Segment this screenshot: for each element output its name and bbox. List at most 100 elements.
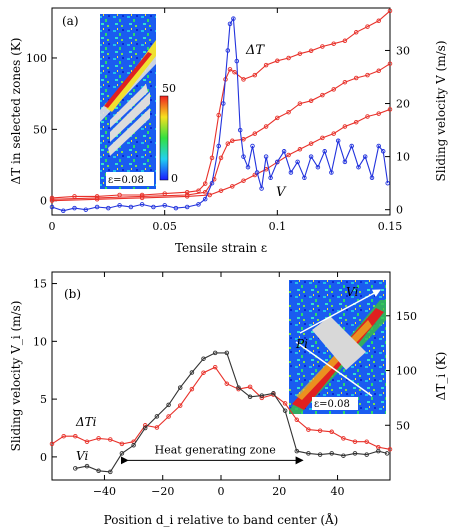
panel-b-series-0-point	[154, 425, 160, 430]
panel-a-dT-annotation: ΔT	[245, 43, 265, 58]
panel-a-ytick-left-label: 50	[33, 123, 47, 136]
panel-a-series-0-point	[263, 62, 269, 68]
panel-b-series-1-point	[177, 385, 183, 390]
panel-a-series-3-point	[259, 186, 264, 191]
panel-a-series-1-point	[218, 155, 224, 161]
panel-a-series-3-point	[196, 202, 201, 207]
panel-a-series-3-point	[128, 204, 134, 210]
panel-b-series-1-point	[189, 370, 195, 375]
panel-b-ytick-right-label: 100	[396, 365, 417, 378]
panel-a-series-3-point	[362, 154, 368, 159]
panel-a-series-3-point	[356, 164, 361, 170]
panel-a-series-3-point	[106, 205, 111, 211]
panel-a-series-3-point	[295, 159, 300, 165]
panel-a-ytick-left-label: 0	[40, 195, 47, 208]
panel-a-series-0-point	[196, 188, 201, 193]
panel-a-series-2-point	[94, 197, 100, 202]
panel-a-series-3-point	[162, 203, 167, 208]
panel-b-series-1-point	[259, 393, 265, 398]
panel-a-label: (a)	[62, 14, 79, 28]
panel-b-series-1-point	[317, 452, 323, 457]
panel-a-series-3-point	[209, 180, 215, 186]
panel-a-series-3-point	[139, 202, 145, 207]
panel-a-series-1-point	[225, 141, 231, 146]
panel-a-series-0-point	[387, 8, 393, 14]
panel-b-xlabel: Position d_i relative to band center (Å)	[104, 512, 339, 527]
panel-a-series-3-point	[250, 143, 255, 149]
panel-b-series-1-point	[236, 385, 241, 390]
panel-a-series-0-point	[216, 112, 221, 118]
panel-a-series-2-point	[297, 147, 303, 152]
panel-a-series-3-point	[234, 58, 240, 64]
panel-a-series-0-point	[331, 41, 336, 46]
panel-a-series-2-point	[139, 195, 145, 201]
panel-b-series-0-point	[73, 433, 78, 439]
panel-b-label: (b)	[64, 287, 81, 301]
panel-a-xtick-label: 0.1	[269, 220, 287, 233]
panel-a-series-2-point	[331, 131, 336, 136]
panel-a-series-3-point	[376, 143, 381, 149]
panel-a-series-0-point	[252, 72, 258, 78]
panel-b-series-1-point	[224, 350, 230, 356]
panel-a-xtick-label: 0.15	[378, 220, 403, 233]
panel-b-series-0-point	[177, 403, 183, 408]
panel-a-series-3-point	[268, 175, 273, 181]
panel-a-series-1-point	[252, 131, 258, 136]
panel-b: −40 −20 0 20 40 0 5 10 15 50 100 150 (b) Vi Pi ε=0.…	[9, 271, 448, 527]
panel-a-series-3-point	[184, 204, 190, 210]
panel-a-series-3-point	[202, 196, 208, 202]
panel-a-inset-label: ε=0.08	[108, 175, 144, 186]
panel-a-inset-label-box	[106, 172, 154, 186]
panel-a-series-3-point	[281, 149, 287, 154]
panel-b-xtick-label: 40	[331, 485, 345, 498]
panel-a-series-3-point	[216, 143, 221, 149]
panel-a-series-1-line	[51, 63, 391, 200]
panel-a-series-0-point	[202, 181, 208, 186]
panel-a-ytick-right-label: 20	[396, 98, 410, 111]
panel-b-series-1-point	[142, 425, 148, 431]
panel-a-series-2-point	[342, 124, 348, 129]
panel-a-series-2-point	[376, 111, 381, 116]
panel-b-series-1-point	[364, 452, 369, 457]
panel-b-ytick-right-label: 50	[396, 419, 410, 432]
panel-b-inset-velocity-arrow	[299, 289, 381, 334]
panel-a-series-3-point	[315, 164, 321, 170]
panel-b-xtick-label: −40	[93, 485, 116, 498]
panel-b-series-1-point	[108, 469, 113, 475]
panel-a-series-3-point	[151, 204, 156, 210]
panel-a-series-1-point	[308, 98, 314, 104]
panel-a-series-1-point	[320, 92, 325, 98]
panel-a-series-3-point	[329, 170, 334, 175]
panel-a-series-3-point	[225, 48, 231, 53]
panel-a-colorbar	[159, 95, 169, 181]
panel-a-series-1-point	[353, 75, 359, 81]
panel-a-ylabel-left: ΔT in selected zones (K)	[9, 38, 23, 185]
panel-a-series-3-point	[254, 170, 260, 175]
panel-b-series-1-point	[294, 448, 300, 454]
panel-a-series-3-point	[61, 208, 66, 214]
panel-a-series-2-point	[353, 119, 359, 125]
panel-b-series-1-point	[201, 356, 206, 361]
panel-a-series-2-point	[207, 192, 212, 198]
panel-b-inset-slab	[312, 316, 366, 370]
panel-b-series-1-point	[306, 451, 311, 456]
panel-a-series-0-point	[308, 48, 314, 54]
panel-b-series-0-point	[247, 384, 253, 390]
panel-b-series-0-point	[329, 429, 334, 435]
panel-a-series-0-point	[320, 44, 325, 49]
panel-b-series-0-point	[166, 414, 171, 419]
panel-b-ytick-left-label: 15	[33, 278, 47, 291]
panel-a-series-3-point	[227, 21, 233, 27]
panel-b-series-0-point	[317, 428, 323, 433]
panel-a-ticks: 0 0.05 0.1 0.15 0 50 100 0 10 20 30	[26, 8, 410, 233]
panel-a-series-2-point	[308, 141, 314, 146]
panel-a-series-3-point	[342, 159, 348, 165]
panel-a-series-3-point	[308, 154, 314, 159]
panel-a-series-2-point	[365, 114, 370, 119]
panel-a-series-2-point	[320, 135, 325, 141]
panel-a-series-3-point	[369, 175, 375, 181]
panel-a-series-3-point	[380, 149, 386, 154]
panel-a-xtick-label: 0.05	[152, 220, 177, 233]
panel-a-xlabel: Tensile strain ε	[175, 241, 267, 255]
panel-b-series-0-point	[282, 401, 288, 406]
